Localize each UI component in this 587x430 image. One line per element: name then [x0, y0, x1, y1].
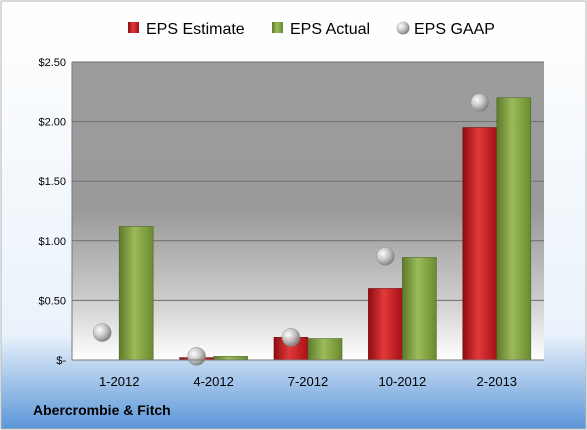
x-category-label: 10-2012: [379, 374, 427, 389]
y-tick-label: $1.00: [38, 236, 66, 248]
marker-eps-gaap: [187, 347, 206, 366]
legend-item-eps-estimate: EPS Estimate: [128, 21, 245, 38]
x-category-label: 2-2013: [477, 374, 517, 389]
legend-swatch-actual: [272, 22, 283, 33]
marker-eps-gaap: [470, 93, 490, 112]
bar-eps-estimate: [462, 127, 498, 361]
y-tick-label: $2.50: [38, 57, 66, 69]
legend-label-actual: EPS Actual: [290, 21, 370, 38]
legend-label-gaap: EPS GAAP: [414, 21, 495, 38]
bar-eps-actual: [402, 257, 437, 361]
marker-eps-gaap: [92, 323, 112, 342]
gaap-markers: [92, 93, 490, 366]
x-category-label: 4-2012: [193, 374, 233, 389]
y-axis-ticks: $- $0.50 $1.00 $1.50 $2.00 $2.50: [38, 57, 66, 367]
marker-eps-gaap: [376, 247, 395, 266]
company-label: Abercrombie & Fitch: [33, 402, 171, 418]
bar-eps-actual: [307, 338, 343, 361]
bar-eps-estimate: [368, 288, 403, 361]
bar-eps-actual: [118, 226, 154, 361]
x-category-label: 7-2012: [288, 374, 328, 389]
legend-item-eps-gaap: EPS GAAP: [396, 21, 495, 38]
x-axis-labels: 1-2012 4-2012 7-2012 10-2012 2-2013: [99, 374, 517, 389]
bar-eps-actual: [213, 356, 248, 361]
x-category-label: 1-2012: [99, 374, 139, 389]
y-tick-label: $1.50: [38, 176, 66, 188]
legend-swatch-gaap: [396, 21, 410, 35]
bar-eps-actual: [496, 97, 532, 361]
legend: EPS Estimate EPS Actual EPS GAAP: [128, 21, 495, 38]
y-tick-label: $-: [56, 355, 66, 367]
legend-item-eps-actual: EPS Actual: [272, 21, 370, 38]
y-tick-label: $2.00: [38, 117, 66, 129]
y-tick-label: $0.50: [38, 295, 66, 307]
legend-label-estimate: EPS Estimate: [146, 21, 245, 38]
bars: [118, 97, 532, 361]
legend-swatch-estimate: [128, 22, 139, 33]
marker-eps-gaap: [281, 328, 301, 347]
